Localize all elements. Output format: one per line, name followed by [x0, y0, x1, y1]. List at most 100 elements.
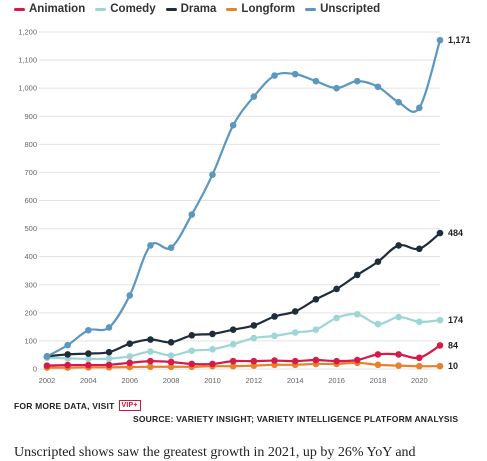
- data-point-drama: [436, 229, 444, 237]
- data-point-unscripted: [416, 104, 423, 112]
- data-point-unscripted: [147, 242, 154, 249]
- data-point-unscripted: [229, 121, 237, 129]
- y-tick-label: 100: [24, 336, 37, 345]
- data-point-unscripted: [126, 292, 134, 299]
- data-point-drama: [271, 313, 278, 320]
- data-point-comedy: [416, 318, 423, 326]
- data-point-comedy: [188, 347, 196, 355]
- data-point-comedy: [105, 355, 113, 362]
- data-point-unscripted: [43, 353, 51, 360]
- legend-item-unscripted: Unscripted: [305, 3, 380, 15]
- data-point-unscripted: [333, 84, 340, 92]
- data-point-animation: [312, 356, 320, 364]
- data-point-unscripted: [167, 244, 175, 251]
- data-point-animation: [250, 357, 258, 365]
- data-point-unscripted: [105, 324, 113, 331]
- more-data-note: FOR MORE DATA, VISIT VIP+: [14, 400, 141, 411]
- data-point-comedy: [229, 340, 237, 348]
- data-point-animation: [43, 362, 51, 369]
- data-point-animation: [353, 356, 361, 364]
- data-point-drama: [105, 348, 113, 356]
- end-value-label-comedy: 174: [448, 315, 463, 325]
- legend-label: Animation: [29, 3, 86, 15]
- data-point-drama: [291, 308, 299, 315]
- data-point-comedy: [167, 352, 175, 359]
- legend-swatch: [226, 7, 238, 11]
- data-point-animation: [209, 360, 216, 368]
- data-point-comedy: [436, 316, 444, 324]
- x-tick-label: 2016: [328, 376, 345, 385]
- data-point-unscripted: [250, 93, 258, 100]
- y-tick-label: 600: [24, 196, 37, 205]
- data-point-comedy: [147, 348, 154, 355]
- x-tick-label: 2002: [39, 376, 56, 385]
- data-point-animation: [85, 361, 92, 369]
- data-point-unscripted: [395, 98, 402, 106]
- data-point-unscripted: [436, 36, 444, 44]
- data-point-drama: [126, 340, 134, 348]
- data-point-comedy: [250, 334, 258, 342]
- x-tick-label: 2010: [204, 376, 221, 385]
- end-value-label-longform: 10: [448, 361, 458, 371]
- data-point-animation: [291, 357, 299, 365]
- data-point-comedy: [85, 355, 92, 363]
- data-point-animation: [395, 351, 402, 358]
- data-point-drama: [85, 350, 92, 357]
- y-tick-label: 1,100: [18, 56, 37, 65]
- data-point-comedy: [291, 329, 299, 336]
- legend-item-animation: Animation: [14, 3, 85, 15]
- data-point-comedy: [312, 326, 320, 333]
- line-chart: 0 100 200 300 400 500 600 700 800 900 1,000 1,100 1,…: [18, 28, 470, 386]
- vip-plus-link[interactable]: VIP+: [118, 400, 141, 411]
- end-value-label-animation: 84: [448, 340, 458, 350]
- article-body-text: Unscripted shows saw the greatest growth…: [14, 445, 416, 460]
- data-point-comedy: [353, 310, 361, 318]
- x-tick-label: 2008: [163, 376, 180, 385]
- data-point-unscripted: [271, 72, 278, 79]
- data-point-animation: [64, 361, 71, 369]
- data-point-animation: [126, 359, 134, 367]
- data-point-longform: [374, 361, 382, 369]
- end-value-label-drama: 484: [448, 228, 463, 238]
- data-point-unscripted: [209, 171, 216, 178]
- data-point-comedy: [209, 346, 216, 353]
- more-data-text: FOR MORE DATA, VISIT: [14, 400, 115, 411]
- data-point-drama: [416, 245, 423, 253]
- data-point-unscripted: [85, 326, 92, 334]
- data-point-drama: [64, 351, 71, 358]
- legend-label: Longform: [241, 3, 296, 15]
- data-point-longform: [395, 362, 402, 369]
- y-tick-label: 800: [24, 140, 37, 149]
- y-tick-label: 700: [24, 168, 37, 177]
- data-point-drama: [229, 326, 237, 333]
- x-tick-label: 2018: [370, 376, 387, 385]
- legend-swatch: [14, 7, 25, 11]
- data-point-drama: [250, 322, 258, 329]
- y-tick-label: 400: [24, 252, 37, 261]
- data-point-drama: [353, 271, 361, 279]
- data-point-comedy: [333, 314, 340, 322]
- legend-label: Unscripted: [320, 3, 381, 15]
- legend-swatch: [95, 7, 107, 11]
- data-point-unscripted: [188, 211, 196, 218]
- legend-label: Comedy: [110, 3, 156, 15]
- y-tick-label: 300: [24, 280, 37, 289]
- data-point-animation: [147, 357, 154, 365]
- data-point-unscripted: [374, 83, 382, 91]
- data-point-unscripted: [64, 341, 71, 349]
- data-point-animation: [229, 357, 237, 365]
- series-line-drama: [46, 232, 441, 358]
- y-tick-label: 1,200: [18, 28, 37, 37]
- legend-swatch: [165, 7, 177, 11]
- data-point-drama: [312, 296, 320, 303]
- data-point-longform: [229, 362, 237, 370]
- data-point-drama: [395, 242, 402, 249]
- data-point-drama: [209, 330, 216, 338]
- data-point-comedy: [126, 353, 134, 360]
- data-point-animation: [333, 357, 340, 365]
- x-tick-label: 2004: [80, 376, 97, 385]
- legend-item-longform: Longform: [226, 3, 295, 15]
- data-point-animation: [271, 357, 278, 364]
- data-point-longform: [436, 362, 444, 370]
- data-point-longform: [167, 363, 175, 371]
